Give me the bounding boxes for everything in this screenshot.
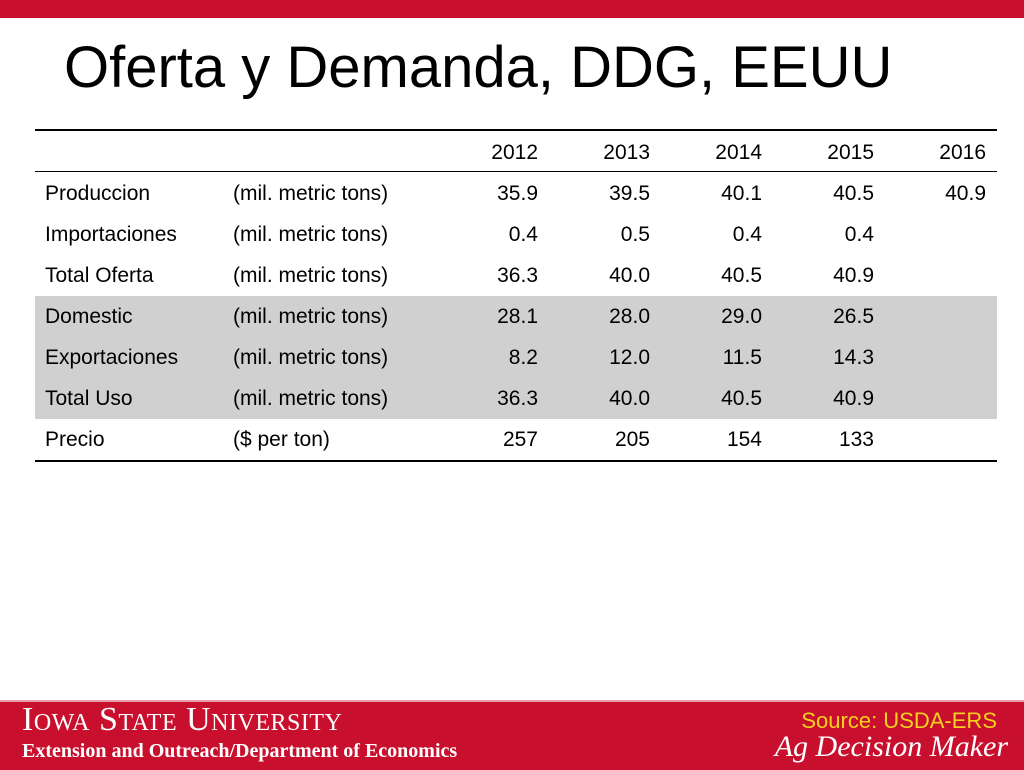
table-cell: 40.9 <box>945 182 986 205</box>
table-cell: 0.4 <box>732 223 762 246</box>
column-header: 2013 <box>603 141 650 164</box>
row-label: Exportaciones <box>45 346 179 369</box>
table-rule <box>35 460 997 462</box>
table-cell: 36.3 <box>497 387 538 410</box>
table-rule <box>35 171 997 172</box>
table-cell: 40.5 <box>833 182 874 205</box>
table-cell: 8.2 <box>508 346 538 369</box>
row-unit: (mil. metric tons) <box>233 305 389 328</box>
row-unit: ($ per ton) <box>233 428 330 451</box>
table-cell: 26.5 <box>833 305 874 328</box>
row-shade <box>35 296 997 337</box>
row-unit: (mil. metric tons) <box>233 223 389 246</box>
university-name: Iowa State University <box>22 701 343 738</box>
table-cell: 0.4 <box>508 223 538 246</box>
column-header: 2016 <box>939 141 986 164</box>
row-label: Importaciones <box>45 223 177 246</box>
table-cell: 40.0 <box>609 264 650 287</box>
table-cell: 35.9 <box>497 182 538 205</box>
source: Source: USDA-ERS <box>801 708 997 733</box>
table-cell: 39.5 <box>609 182 650 205</box>
table-cell: 40.5 <box>721 264 762 287</box>
table-cell: 28.0 <box>609 305 650 328</box>
table-cell: 40.1 <box>721 182 762 205</box>
table-cell: 133 <box>838 428 874 451</box>
row-shade <box>35 378 997 419</box>
row-unit: (mil. metric tons) <box>233 346 389 369</box>
column-header: 2012 <box>491 141 538 164</box>
table-cell: 28.1 <box>497 305 538 328</box>
table-cell: 40.0 <box>609 387 650 410</box>
row-label: Domestic <box>45 305 133 328</box>
column-header: 2015 <box>827 141 874 164</box>
table-cell: 14.3 <box>833 346 874 369</box>
row-unit: (mil. metric tons) <box>233 182 389 205</box>
table-cell: 11.5 <box>722 346 762 369</box>
table-cell: 29.0 <box>721 305 762 328</box>
table-cell: 0.4 <box>844 223 874 246</box>
row-label: Total Oferta <box>45 264 154 287</box>
table-cell: 40.5 <box>721 387 762 410</box>
table-cell: 40.9 <box>833 387 874 410</box>
table-cell: 257 <box>502 428 538 451</box>
table-cell: 0.5 <box>620 223 650 246</box>
row-label: Total Uso <box>45 387 133 410</box>
row-label: Precio <box>45 428 105 451</box>
row-unit: (mil. metric tons) <box>233 387 389 410</box>
column-header: 2014 <box>715 141 762 164</box>
slide-title: Oferta y Demanda, DDG, EEUU <box>64 35 893 100</box>
row-label: Produccion <box>45 182 151 205</box>
top-bar <box>0 0 1024 18</box>
table-cell: 36.3 <box>497 264 538 287</box>
table-cell: 40.9 <box>833 264 874 287</box>
brand: Ag Decision Maker <box>774 730 1008 763</box>
table-cell: 12.0 <box>609 346 650 369</box>
row-unit: (mil. metric tons) <box>233 264 389 287</box>
table-rule <box>35 129 997 131</box>
table-cell: 205 <box>614 428 650 451</box>
department: Extension and Outreach/Department of Eco… <box>22 740 458 762</box>
footer-band <box>0 700 1024 770</box>
row-shade <box>35 337 997 378</box>
table-cell: 154 <box>726 428 762 451</box>
